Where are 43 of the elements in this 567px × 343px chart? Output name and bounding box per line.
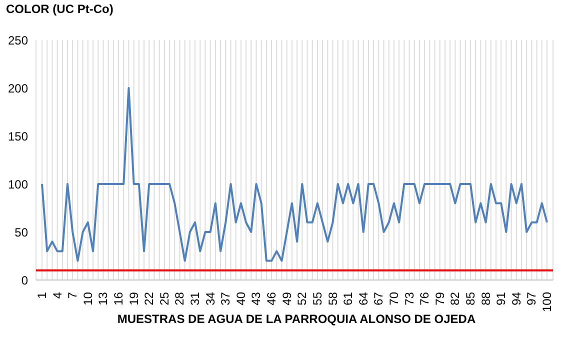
x-tick-label: 55 — [310, 292, 324, 306]
y-tick-label: 150 — [8, 129, 28, 144]
x-tick-label: 70 — [386, 292, 401, 306]
x-tick-label: 13 — [96, 292, 110, 306]
x-tick-label: 61 — [341, 292, 356, 306]
x-tick-label: 25 — [157, 292, 172, 306]
line-series — [41, 87, 548, 262]
x-tick-label: 97 — [524, 292, 539, 306]
x-tick-label: 10 — [80, 292, 95, 306]
x-tick-label: 19 — [126, 292, 141, 306]
x-tick-label: 49 — [280, 292, 294, 306]
x-tick-label: 94 — [509, 292, 524, 306]
x-tick-label: 16 — [112, 292, 126, 306]
x-tick-label: 100 — [540, 292, 554, 312]
y-tick-label: 250 — [8, 33, 28, 48]
y-tick-label: 50 — [14, 225, 28, 240]
x-tick-label: 67 — [372, 292, 386, 306]
x-tick-label: 4 — [50, 292, 64, 299]
x-tick-label: 76 — [418, 292, 432, 306]
x-tick-label: 34 — [203, 292, 218, 306]
y-tick-label: 200 — [8, 81, 28, 96]
x-tick-label: 82 — [448, 292, 462, 306]
y-tick-label: 0 — [21, 273, 28, 288]
x-tick-label: 43 — [249, 292, 264, 306]
x-axis-title: MUESTRAS DE AGUA DE LA PARROQUIA ALONSO DE OJEDA — [116, 312, 477, 326]
x-tick-label: 58 — [326, 292, 340, 306]
x-tick-label: 37 — [218, 292, 233, 306]
x-tick-label: 28 — [172, 292, 187, 306]
x-tick-label: 7 — [66, 292, 80, 299]
x-tick-label: 1 — [35, 292, 49, 299]
x-tick-label: 31 — [188, 292, 202, 306]
x-tick-label: 52 — [295, 292, 310, 306]
x-tick-label: 91 — [494, 292, 508, 306]
x-tick-label: 22 — [142, 292, 156, 306]
x-tick-label: 79 — [432, 292, 447, 306]
x-tick-label: 85 — [463, 292, 478, 306]
x-tick-label: 46 — [264, 292, 279, 306]
x-tick-label: 64 — [356, 292, 370, 306]
x-tick-label: 40 — [234, 292, 248, 306]
y-tick-label: 100 — [8, 177, 28, 192]
x-tick-label: 73 — [402, 292, 416, 306]
y-axis-title: COLOR (UC Pt-Co) — [6, 2, 114, 16]
x-tick-label: 88 — [478, 292, 493, 306]
